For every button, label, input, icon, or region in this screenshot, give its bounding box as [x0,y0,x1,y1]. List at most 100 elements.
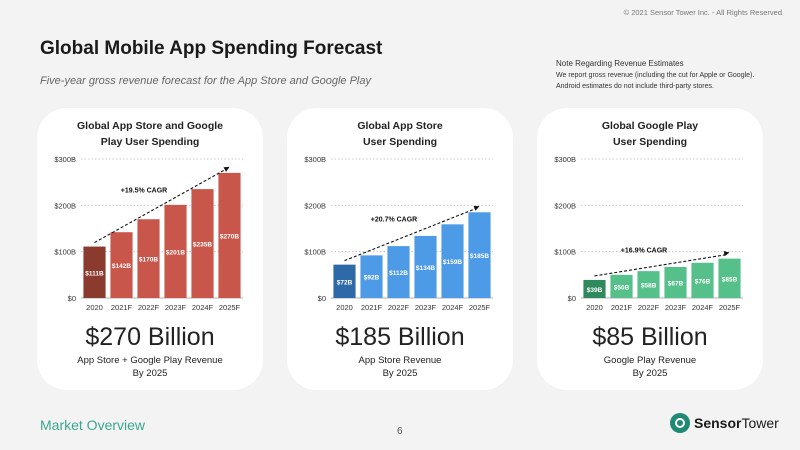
x-tick-label: 2021F [361,303,383,312]
x-tick-label: 2024F [692,303,714,312]
bar-value-label: $142B [112,263,131,270]
y-tick-label: $300B [54,155,76,164]
big-label-line: App Store + Google Play Revenue [77,355,223,366]
bar [360,255,383,298]
bar-value-label: $50B [614,284,630,291]
cagr-arrowhead [473,205,480,211]
page-number: 6 [397,426,403,437]
x-tick-label: 2024F [192,303,214,312]
big-label-line: By 2025 [632,368,668,379]
page-title: Global Mobile App Spending Forecast [40,38,383,59]
bar-value-label: $270B [220,233,239,240]
big-number: $85 Billion [592,323,708,351]
y-tick-label: $300B [554,155,576,164]
card-title-line: User Spending [362,136,438,148]
y-tick-label: $0 [568,294,576,303]
x-tick-label: 2021F [611,303,633,312]
bar-value-label: $85B [722,276,738,283]
x-tick-label: 2021F [111,303,133,312]
x-tick-label: 2022F [638,303,660,312]
bar [137,219,160,298]
x-tick-label: 2022F [388,303,410,312]
chart-card-google-play: Global Google Play User Spending $0 $100B… [537,108,763,390]
bar-value-label: $72B [337,279,353,286]
card-title-line: Global App Store [357,120,443,132]
bar [387,246,410,298]
bar [191,189,214,298]
page-subtitle: Five-year gross revenue forecast for the… [40,75,371,87]
bar [414,235,437,298]
card-title-line: Global Google Play [601,120,699,132]
y-tick-label: $100B [554,248,576,257]
sensor-tower-logo: SensorTower [670,413,779,433]
y-tick-label: $0 [68,294,76,303]
cagr-arrowhead [723,250,730,257]
bar-value-label: $159B [443,259,462,266]
y-tick-label: $200B [304,201,326,210]
bar [468,212,491,298]
x-tick-label: 2020 [586,303,603,312]
bar-value-label: $201B [166,249,185,256]
cagr-trend-line [344,207,477,262]
cagr-label: +20.7% CAGR [371,216,418,223]
bar-value-label: $134B [416,265,435,272]
big-number-label: App Store Revenue By 2025 [287,354,513,380]
bar-value-label: $170B [139,257,158,264]
y-tick-label: $100B [54,248,76,257]
big-label-line: By 2025 [382,368,418,379]
y-tick-label: $0 [318,294,326,303]
x-tick-label: 2025F [469,303,491,312]
big-label-line: Google Play Revenue [603,355,697,366]
big-number: $185 Billion [335,323,465,351]
y-tick-label: $300B [304,155,326,164]
big-number-label: Google Play Revenue By 2025 [537,354,763,380]
bar-value-label: $235B [193,242,212,249]
card-title-line: User Spending [612,136,688,148]
cagr-trend-line [594,254,727,277]
bar-value-label: $112B [389,270,408,277]
footer-section-label: Market Overview [40,417,146,433]
cagr-trend-line [94,168,227,244]
x-tick-label: 2023F [415,303,437,312]
bar-value-label: $39B [587,287,603,294]
bar [664,266,687,298]
cagr-label: +19.5% CAGR [121,188,168,195]
note-title: Note Regarding Revenue Estimates [556,59,684,68]
card-title-line: Global App Store and Google [76,120,224,132]
y-tick-label: $200B [554,201,576,210]
x-tick-label: 2023F [665,303,687,312]
bar-chart-app-store: $0 $100B $200B $300B $72B 2020 $92B 2021F $112B 2… [304,155,493,312]
note-line: Android estimates do not include third-p… [556,83,714,90]
revenue-note: Note Regarding Revenue Estimates We repo… [556,58,786,92]
x-tick-label: 2025F [719,303,741,312]
bar-value-label: $111B [85,270,104,277]
bar [691,262,714,298]
bar-value-label: $92B [364,275,380,282]
x-tick-label: 2023F [165,303,187,312]
big-number: $270 Billion [85,323,215,351]
bar-value-label: $58B [641,283,657,290]
card-title: Global App Store and Google Play User Sp… [37,118,263,150]
chart-card-total: Global App Store and Google Play User Sp… [37,108,263,390]
bar [718,258,741,298]
bar [333,264,356,298]
note-line: We report gross revenue (including the c… [556,72,755,79]
x-tick-label: 2020 [336,303,353,312]
x-tick-label: 2025F [219,303,241,312]
y-tick-label: $100B [304,248,326,257]
card-title-line: Play User Spending [100,136,200,148]
bar-chart-google-play: $0 $100B $200B $300B $39B 2020 $50B 2021F $58B 20… [554,155,743,312]
bar [110,232,133,298]
x-tick-label: 2020 [86,303,103,312]
bar-value-label: $67B [668,280,684,287]
bar [441,224,464,298]
copyright-text: © 2021 Sensor Tower Inc. - All Rights Re… [623,8,782,17]
card-title: Global Google Play User Spending [537,118,763,150]
logo-icon [670,413,690,433]
big-label-line: App Store Revenue [358,355,442,366]
bar [637,271,660,298]
bar-value-label: $185B [470,253,489,260]
bar [164,204,187,298]
x-tick-label: 2024F [442,303,464,312]
chart-card-app-store: Global App Store User Spending $0 $100B $2… [287,108,513,390]
